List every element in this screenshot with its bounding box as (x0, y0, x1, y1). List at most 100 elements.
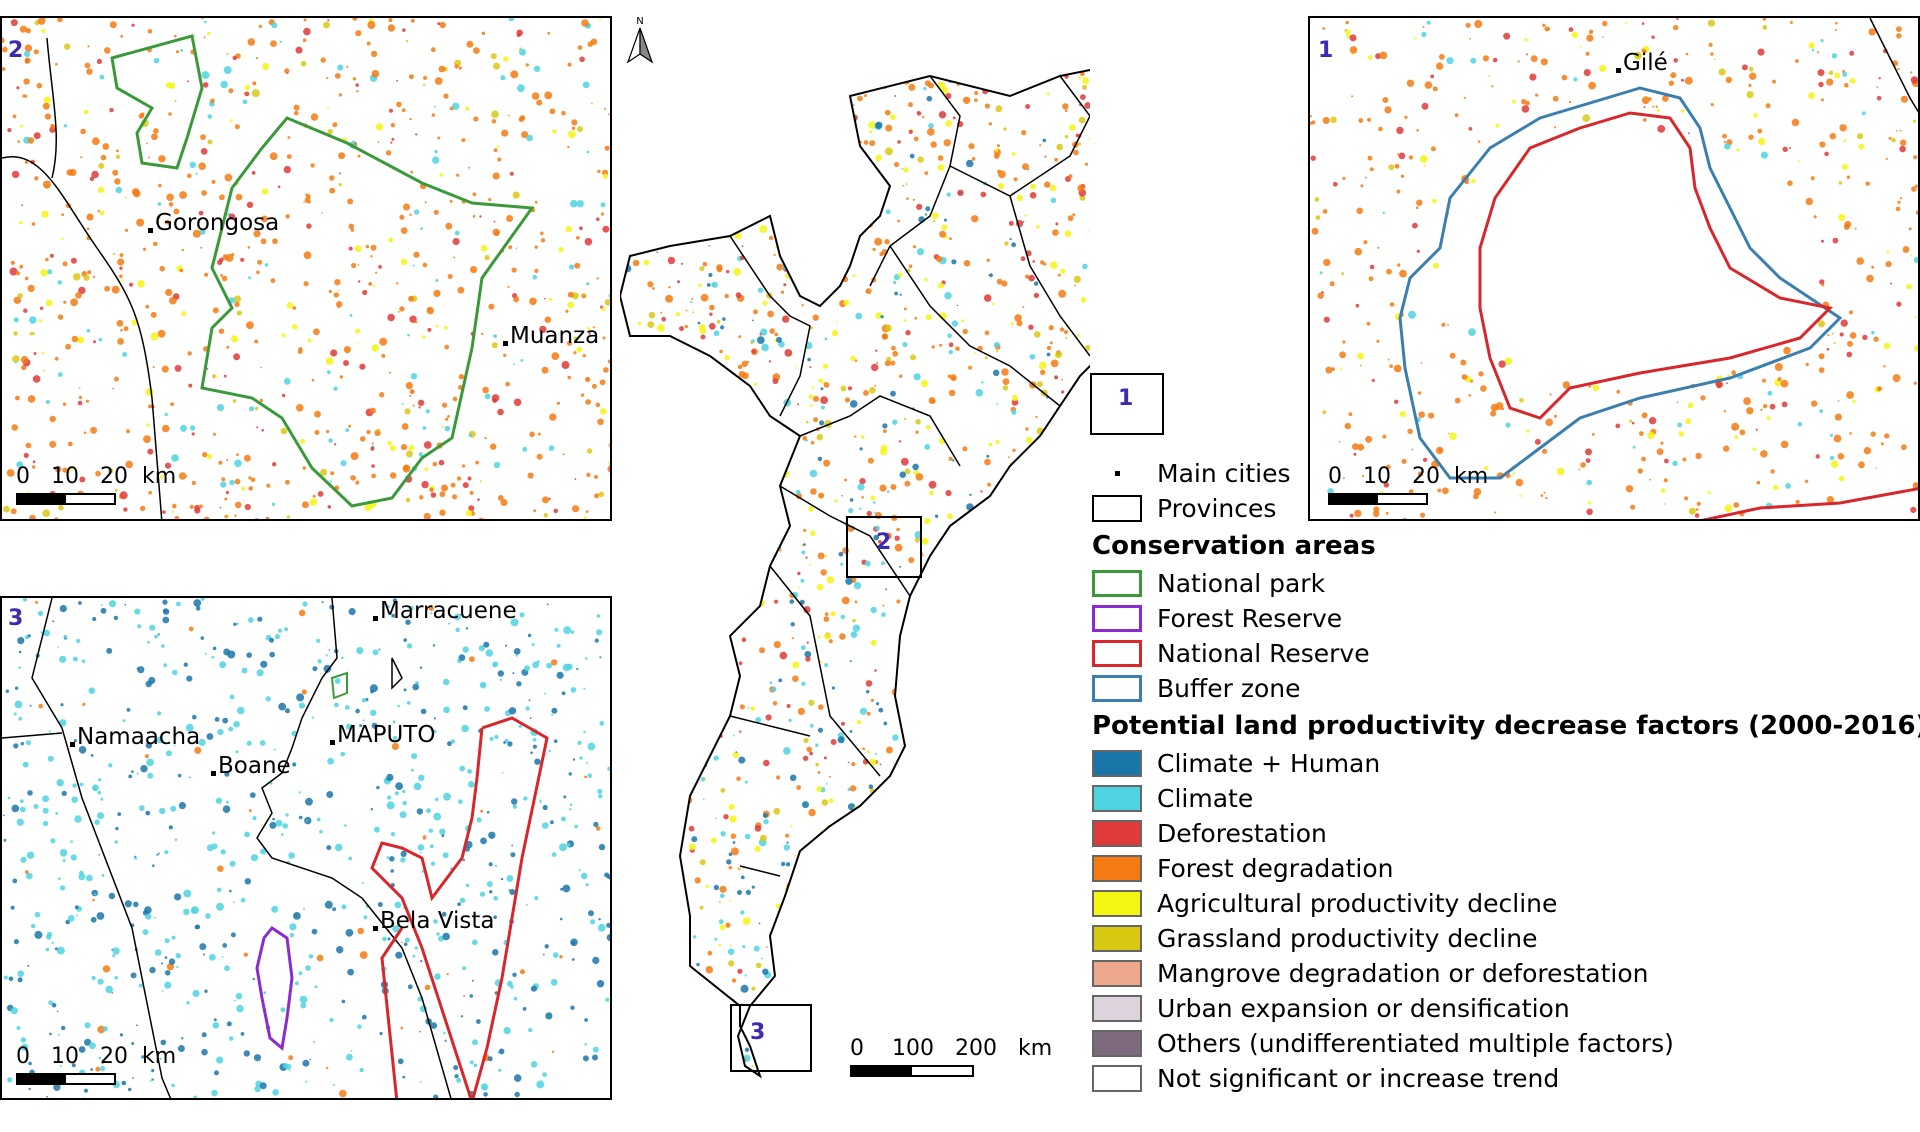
land-cover-patch (1067, 815, 1074, 822)
land-cover-patch (111, 948, 114, 951)
land-cover-patch (744, 833, 751, 840)
inset-map-2[interactable]: 2 Gorongosa Muanza 0 10 20 km (0, 16, 612, 521)
land-cover-patch (204, 989, 208, 993)
land-cover-patch (1393, 364, 1402, 373)
land-cover-patch (147, 29, 153, 34)
land-cover-patch (550, 820, 554, 825)
land-cover-patch (158, 227, 161, 230)
land-cover-patch (164, 981, 172, 989)
land-cover-patch (1681, 78, 1684, 82)
land-cover-patch (300, 1002, 307, 1009)
land-cover-patch (668, 540, 676, 548)
land-cover-patch (1684, 496, 1689, 501)
inset-locator-1[interactable] (1090, 373, 1164, 435)
land-cover-patch (272, 1089, 279, 1096)
land-cover-patch (988, 731, 994, 737)
land-cover-patch (890, 779, 897, 787)
land-cover-patch (432, 644, 436, 647)
land-cover-patch (924, 80, 932, 87)
land-cover-patch (78, 387, 81, 389)
land-cover-patch (1342, 477, 1345, 480)
land-cover-patch (69, 466, 74, 471)
main-map[interactable] (620, 16, 1090, 1106)
land-cover-patch (1673, 58, 1678, 63)
inset-locator-3[interactable] (730, 1004, 812, 1072)
inset-locator-2[interactable] (846, 516, 922, 578)
land-cover-patch (854, 435, 857, 438)
land-cover-patch (248, 476, 252, 480)
land-cover-patch (147, 772, 154, 779)
land-cover-patch (587, 742, 596, 751)
land-cover-patch (1061, 390, 1065, 394)
land-cover-patch (758, 460, 766, 468)
land-cover-patch (520, 359, 524, 362)
land-cover-patch (1449, 432, 1457, 441)
land-cover-patch (269, 651, 276, 658)
land-cover-patch (1386, 268, 1392, 275)
land-cover-patch (744, 974, 747, 977)
land-cover-patch (164, 938, 170, 944)
land-cover-patch (792, 675, 799, 682)
land-cover-patch (1418, 411, 1425, 419)
land-cover-patch (714, 937, 718, 941)
land-cover-patch (359, 363, 366, 370)
land-cover-patch (741, 94, 744, 97)
land-cover-patch (1040, 67, 1045, 72)
land-cover-patch (810, 202, 819, 211)
land-cover-patch (657, 654, 666, 662)
land-cover-patch (511, 798, 518, 805)
land-cover-patch (1043, 617, 1052, 626)
land-cover-patch (828, 798, 834, 804)
land-cover-patch (1363, 240, 1368, 245)
land-cover-patch (966, 945, 974, 952)
land-cover-patch (18, 666, 22, 669)
land-cover-patch (647, 281, 654, 288)
land-cover-patch (1057, 445, 1063, 451)
land-cover-patch (334, 73, 341, 79)
land-cover-patch (72, 656, 78, 662)
land-cover-patch (884, 109, 891, 116)
land-cover-patch (1039, 19, 1043, 23)
land-cover-patch (277, 628, 283, 633)
land-cover-patch (566, 663, 573, 670)
land-cover-patch (708, 79, 713, 85)
land-cover-patch (826, 279, 830, 283)
land-cover-patch (1082, 464, 1086, 468)
land-cover-patch (235, 992, 243, 1000)
land-cover-patch (766, 946, 768, 948)
land-cover-patch (488, 862, 493, 867)
land-cover-patch (1782, 146, 1788, 152)
land-cover-patch (46, 1095, 49, 1098)
land-cover-patch (247, 246, 251, 249)
land-cover-patch (624, 681, 632, 689)
land-cover-patch (1029, 354, 1036, 360)
inset-map-1[interactable]: 1 Gilé 0 10 20 km (1308, 16, 1920, 521)
land-cover-patch (864, 857, 867, 860)
land-cover-patch (1899, 145, 1906, 153)
land-cover-patch (303, 18, 307, 22)
land-cover-patch (1491, 85, 1494, 88)
land-cover-patch (853, 581, 862, 590)
land-cover-patch (79, 870, 84, 876)
land-cover-patch (400, 1026, 404, 1030)
land-cover-patch (806, 81, 809, 84)
land-cover-patch (586, 472, 591, 477)
land-cover-patch (975, 389, 984, 397)
land-cover-patch (864, 931, 868, 935)
land-cover-patch (1858, 461, 1865, 469)
land-cover-patch (1805, 362, 1809, 367)
land-cover-patch (1026, 818, 1030, 822)
land-cover-patch (1082, 263, 1088, 270)
land-cover-patch (699, 859, 706, 866)
land-cover-patch (70, 257, 77, 264)
land-cover-patch (1378, 126, 1383, 132)
land-cover-patch (194, 746, 202, 754)
land-cover-patch (97, 186, 104, 193)
land-cover-patch (1354, 509, 1362, 518)
land-cover-patch (756, 555, 762, 561)
land-cover-patch (1632, 445, 1636, 449)
inset-map-3[interactable]: 3 Marracuene Namaacha MAPUTO Boane Bela … (0, 596, 612, 1100)
land-cover-patch (620, 102, 621, 111)
land-cover-patch (834, 46, 839, 50)
land-cover-patch (866, 916, 870, 919)
